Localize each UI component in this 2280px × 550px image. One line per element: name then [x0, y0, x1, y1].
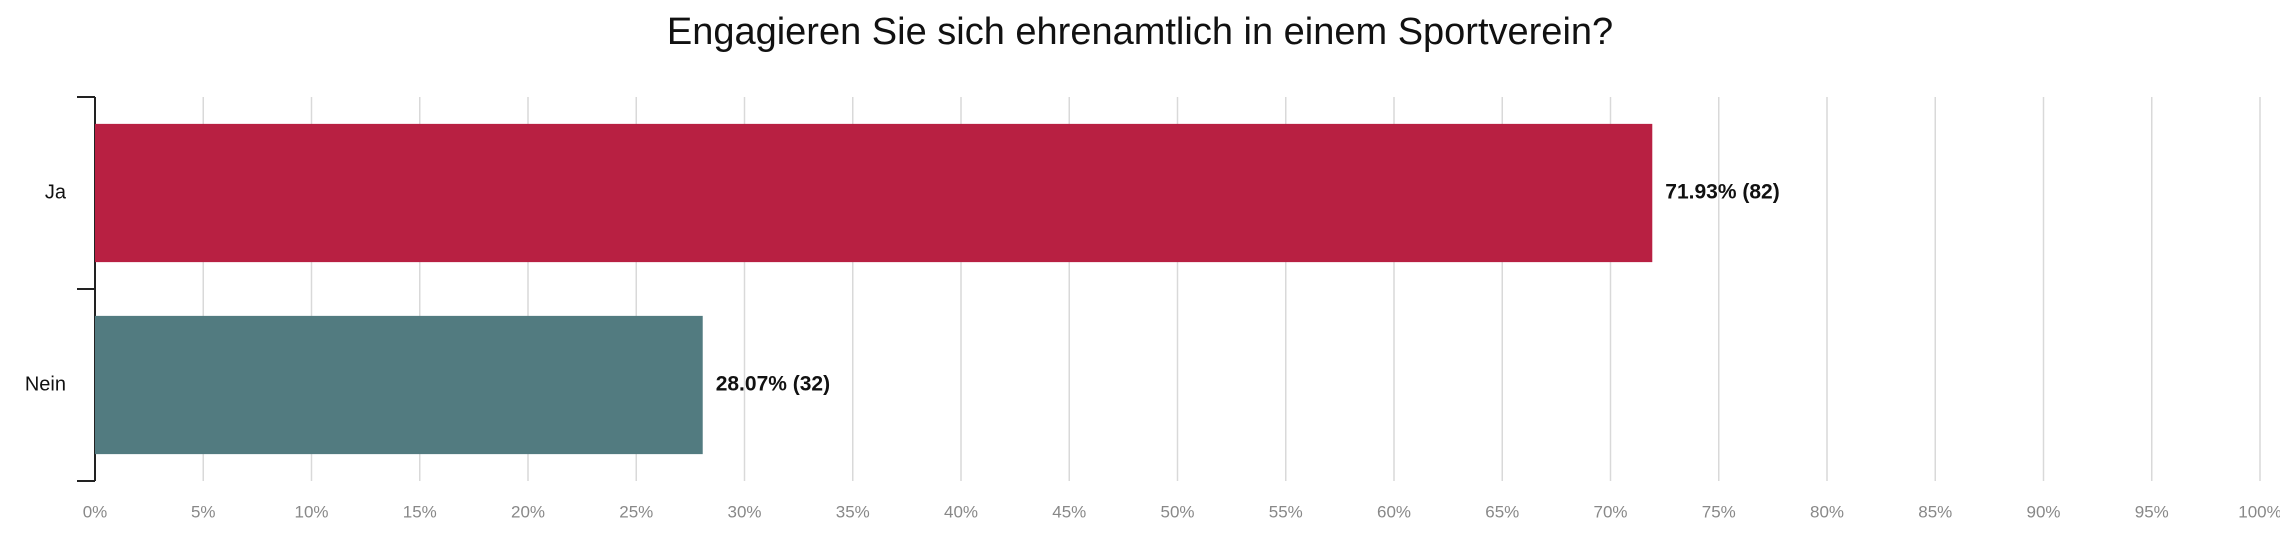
bar: [95, 123, 1653, 263]
y-tick-label: Ja: [45, 181, 67, 203]
x-tick-label: 30%: [727, 502, 761, 521]
x-tick-label: 50%: [1160, 502, 1194, 521]
x-tick-label: 90%: [2026, 502, 2060, 521]
x-tick-label: 75%: [1702, 502, 1736, 521]
x-tick-label: 25%: [619, 502, 653, 521]
x-tick-label: 70%: [1593, 502, 1627, 521]
x-tick-label: 85%: [1918, 502, 1952, 521]
x-tick-label: 35%: [836, 502, 870, 521]
x-tick-label: 100%: [2238, 502, 2280, 521]
x-tick-label: 15%: [403, 502, 437, 521]
x-tick-label: 0%: [83, 502, 108, 521]
x-tick-label: 10%: [294, 502, 328, 521]
bar: [95, 315, 703, 455]
x-tick-label: 20%: [511, 502, 545, 521]
x-tick-label: 65%: [1485, 502, 1519, 521]
x-tick-label: 80%: [1810, 502, 1844, 521]
x-tick-label: 40%: [944, 502, 978, 521]
x-tick-label: 55%: [1269, 502, 1303, 521]
y-tick-label: Nein: [25, 373, 66, 395]
x-tick-label: 45%: [1052, 502, 1086, 521]
value-label: 28.07% (32): [716, 373, 830, 396]
x-tick-label: 5%: [191, 502, 216, 521]
chart-title: Engagieren Sie sich ehrenamtlich in eine…: [667, 11, 1613, 53]
value-label: 71.93% (82): [1665, 181, 1779, 204]
x-tick-label: 95%: [2135, 502, 2169, 521]
x-tick-label: 60%: [1377, 502, 1411, 521]
